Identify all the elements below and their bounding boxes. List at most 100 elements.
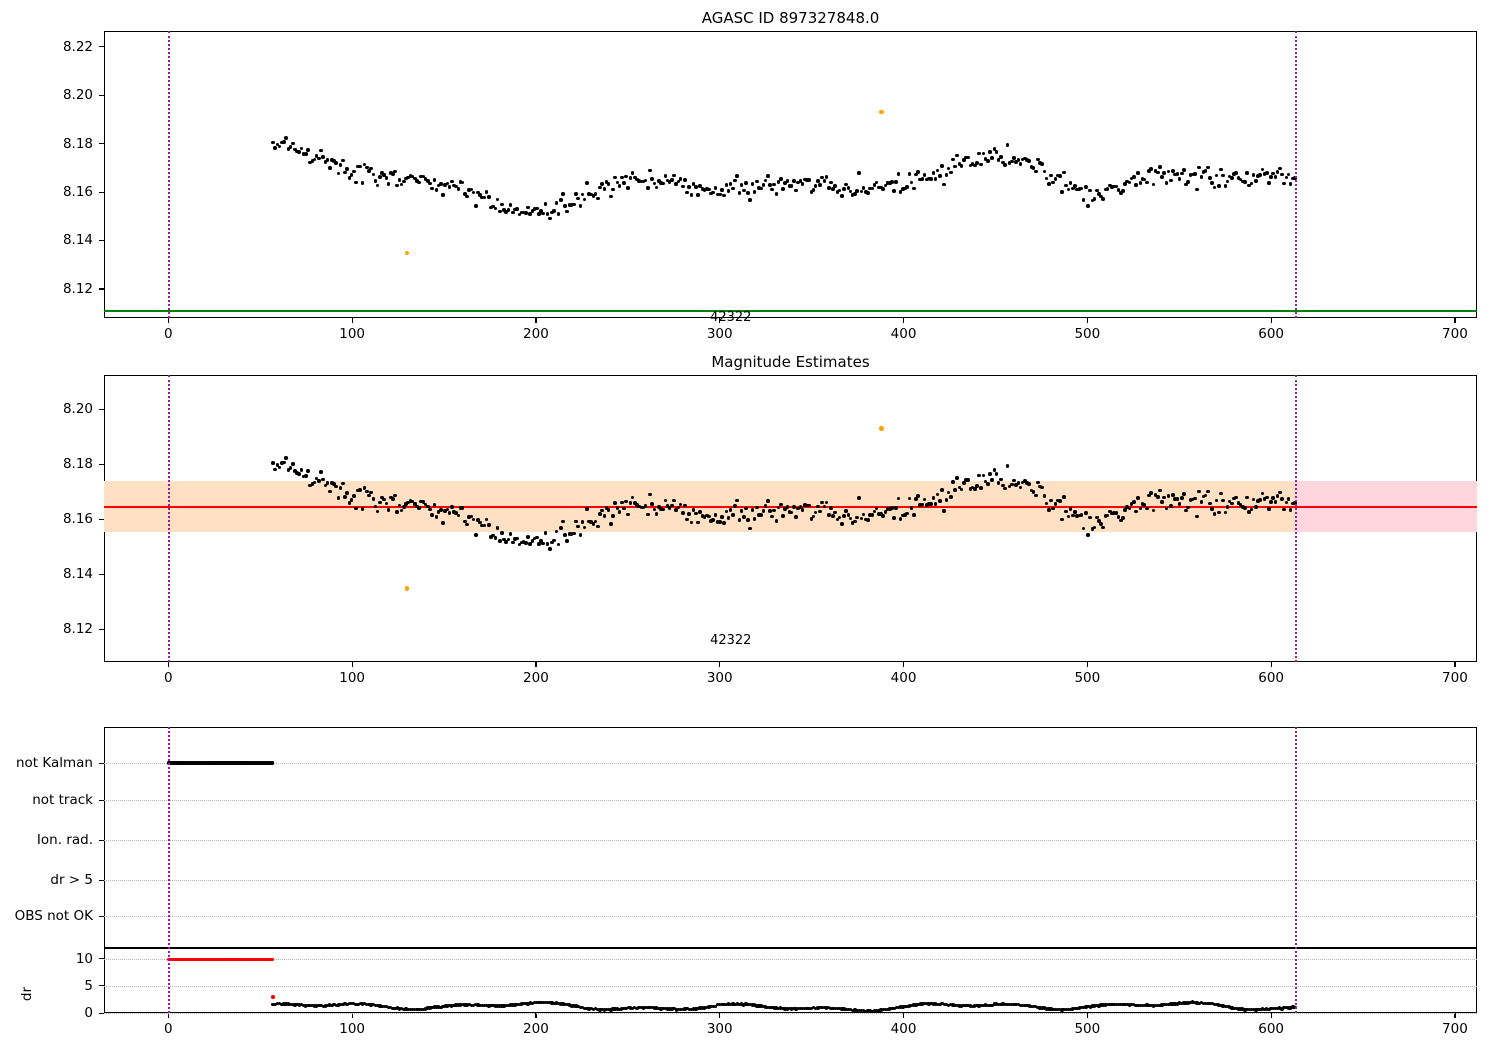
magnitude-point-ok	[271, 140, 275, 145]
magnitude-point-ok	[1097, 519, 1101, 524]
dr-point-ok	[574, 1004, 578, 1008]
dr-point-ok	[519, 1002, 524, 1006]
magnitude-point-ok	[781, 187, 785, 191]
magnitude-point-ok	[1149, 167, 1154, 171]
dr-point-ok	[1090, 1004, 1095, 1008]
magnitude-point-ok	[637, 179, 641, 183]
magnitude-point-ok	[1184, 182, 1188, 187]
magnitude-point-ok	[946, 490, 951, 495]
dr-point-ok	[280, 1002, 284, 1006]
magnitude-point-ok	[362, 162, 367, 167]
dr-point-ok	[659, 1007, 663, 1011]
magnitude-point-ok	[1134, 183, 1138, 187]
magnitude-point-ok	[465, 194, 469, 199]
magnitude-point-ok	[877, 185, 881, 190]
magnitude-point-ok	[1029, 165, 1034, 169]
dr-point-ok	[517, 1003, 521, 1007]
dr-point-ok	[352, 1001, 356, 1006]
magnitude-point-ok	[1166, 494, 1171, 498]
dr-point-ok	[676, 1007, 681, 1011]
magnitude-point-ok	[700, 187, 705, 191]
magnitude-point-ok	[273, 146, 278, 151]
magnitude-point-ok	[722, 521, 726, 525]
magnitude-point-ok	[1123, 508, 1127, 512]
magnitude-point-ok	[332, 482, 336, 487]
dr-point-ok	[720, 1002, 724, 1007]
magnitude-point-ok	[628, 176, 633, 180]
magnitude-point-ok	[933, 177, 938, 181]
magnitude-point-ok	[548, 216, 552, 221]
panel3-dr-axis-label: dr	[19, 986, 36, 1001]
magnitude-point-ok	[1193, 496, 1197, 501]
dr-point-ok	[877, 1008, 881, 1013]
magnitude-point-ok	[1079, 513, 1084, 517]
magnitude-point-ok	[314, 476, 319, 481]
dr-point-ok	[474, 1003, 478, 1007]
dr-point-ok	[500, 1004, 504, 1008]
magnitude-point-ok	[1055, 173, 1060, 178]
magnitude-point-ok	[606, 508, 611, 513]
dr-point-ok	[345, 1002, 349, 1006]
dr-point-ok	[1099, 1003, 1103, 1007]
magnitude-point-ok	[456, 513, 461, 518]
dr-point-ok	[822, 1005, 827, 1010]
panel3-axes-frame	[104, 727, 1477, 1013]
magnitude-point-highlighted	[879, 426, 884, 431]
magnitude-point-ok	[663, 173, 668, 178]
dr-point-ok	[1190, 1000, 1195, 1004]
dr-point-ok	[615, 1007, 620, 1011]
dr-point-ok	[892, 1006, 896, 1011]
dr-point-ok	[781, 1006, 785, 1011]
magnitude-point-ok	[604, 180, 609, 185]
magnitude-point-ok	[1190, 497, 1195, 502]
panel3-gridline	[104, 985, 1477, 987]
dr-point-ok	[1084, 1005, 1088, 1009]
magnitude-point-ok	[824, 175, 829, 180]
magnitude-point-ok	[807, 503, 811, 508]
dr-point-ok	[1010, 1002, 1014, 1007]
magnitude-point-ok	[707, 187, 711, 192]
dr-point-ok	[591, 1007, 596, 1012]
magnitude-point-ok	[406, 500, 410, 505]
magnitude-point-ok	[1060, 517, 1064, 522]
magnitude-point-ok	[1160, 500, 1164, 504]
dr-point-ok	[1062, 1007, 1066, 1012]
magnitude-point-ok	[534, 535, 539, 540]
magnitude-point-ok	[460, 506, 465, 511]
magnitude-point-ok	[680, 510, 685, 515]
dr-point-ok	[718, 1003, 722, 1007]
magnitude-point-ok	[1084, 185, 1088, 189]
dr-point-ok	[933, 1002, 938, 1006]
magnitude-point-ok	[591, 522, 596, 526]
dr-point-ok	[968, 1004, 973, 1008]
magnitude-point-ok	[611, 187, 615, 192]
magnitude-point-ok	[665, 178, 670, 183]
magnitude-point-ok	[755, 179, 759, 184]
magnitude-point-ok	[787, 510, 792, 514]
magnitude-point-ok	[1047, 181, 1051, 186]
magnitude-point-ok	[990, 478, 994, 483]
magnitude-point-ok	[850, 193, 855, 198]
dr-point-ok	[964, 1003, 968, 1008]
magnitude-point-ok	[338, 162, 343, 167]
magnitude-point-ok	[1125, 505, 1130, 510]
magnitude-point-ok	[1190, 172, 1195, 177]
dr-point-ok	[484, 1003, 489, 1008]
magnitude-point-ok	[306, 469, 310, 474]
magnitude-point-ok	[388, 495, 393, 500]
magnitude-point-ok	[598, 512, 602, 516]
magnitude-point-ok	[924, 503, 929, 507]
magnitude-point-ok	[746, 518, 750, 522]
panel1-y-tick-label: 8.14	[62, 232, 93, 249]
magnitude-point-ok	[1269, 500, 1273, 504]
dr-point-ok	[1247, 1007, 1251, 1012]
magnitude-point-ok	[408, 173, 413, 178]
magnitude-point-ok	[506, 208, 511, 212]
dr-point-ok	[663, 1006, 667, 1011]
magnitude-point-ok	[776, 505, 781, 510]
dr-point-ok	[491, 1004, 495, 1008]
magnitude-point-ok	[717, 520, 722, 524]
magnitude-point-ok	[297, 472, 302, 476]
magnitude-point-ok	[903, 513, 907, 517]
magnitude-point-ok	[968, 487, 973, 491]
